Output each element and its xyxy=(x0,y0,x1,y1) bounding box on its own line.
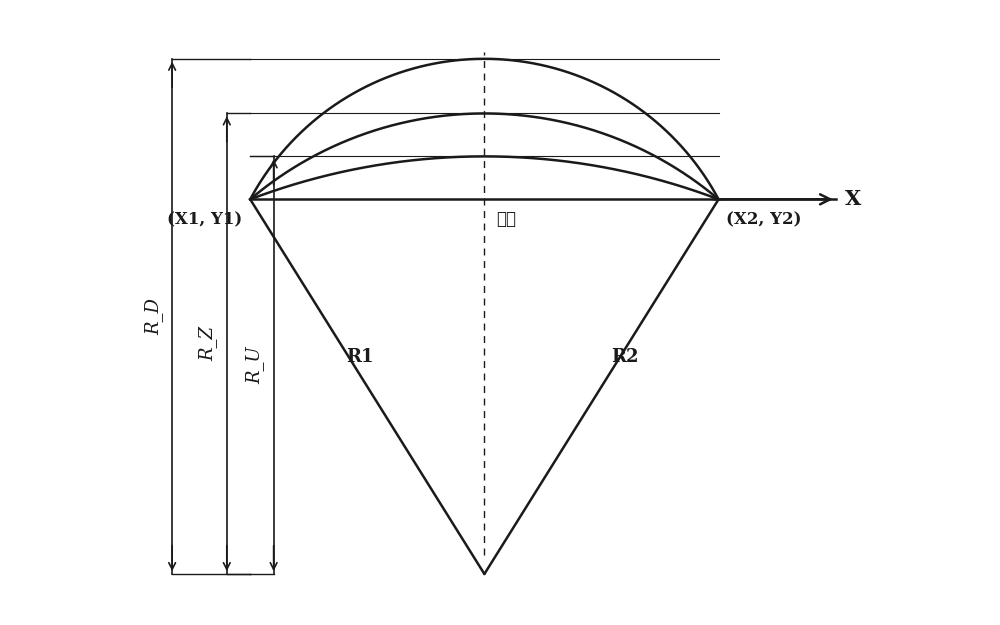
Text: R1: R1 xyxy=(346,348,373,366)
Text: (X1, Y1): (X1, Y1) xyxy=(167,211,242,228)
Text: R_D: R_D xyxy=(144,298,163,335)
Text: (X2, Y2): (X2, Y2) xyxy=(726,211,802,228)
Text: 中点: 中点 xyxy=(496,211,516,228)
Text: X: X xyxy=(845,189,861,209)
Text: R2: R2 xyxy=(611,348,639,366)
Text: R_U: R_U xyxy=(245,346,264,384)
Text: R_Z: R_Z xyxy=(198,326,217,361)
